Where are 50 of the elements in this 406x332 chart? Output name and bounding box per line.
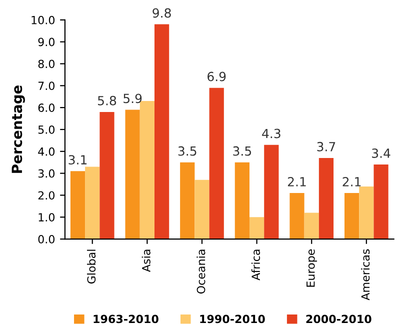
x-tick-label: Oceania xyxy=(196,250,206,294)
y-tick-label: 2.0 xyxy=(38,191,54,200)
data-label: 3.5 xyxy=(233,146,252,156)
x-tick-label: Africa xyxy=(251,250,260,280)
bar xyxy=(180,162,195,240)
x-tick-label: Global xyxy=(86,250,96,284)
y-tick-label: 0.0 xyxy=(38,235,54,244)
bar xyxy=(264,144,279,240)
y-tick-label: 8.0 xyxy=(38,60,54,68)
data-label: 3.5 xyxy=(178,146,196,156)
bar xyxy=(374,164,388,240)
data-label: 2.1 xyxy=(288,176,306,186)
data-label: 5.9 xyxy=(124,94,142,104)
x-tick-label: Europe xyxy=(306,249,317,287)
legend-label: 2000-2010 xyxy=(306,314,372,324)
legend-label: 1990-2010 xyxy=(200,314,265,324)
bar xyxy=(359,186,374,240)
y-tick-label: 9.0 xyxy=(38,38,54,46)
data-label: 3.4 xyxy=(372,148,390,158)
legend-label: 1963-2010 xyxy=(94,314,158,324)
y-tick-label: 5.0 xyxy=(38,125,54,134)
data-label: 6.9 xyxy=(208,72,226,82)
x-tick-label: Asia xyxy=(142,250,150,272)
bar xyxy=(100,112,114,240)
data-label: 2.1 xyxy=(342,176,361,186)
y-axis-title: Percentage xyxy=(12,85,25,173)
data-label: 3.7 xyxy=(317,142,336,152)
bar xyxy=(125,110,140,240)
data-label: 4.3 xyxy=(262,128,280,138)
bar xyxy=(318,158,334,240)
bar xyxy=(209,88,224,240)
bar xyxy=(234,162,250,240)
y-tick-label: 1.0 xyxy=(38,213,54,222)
bar xyxy=(290,193,304,240)
y-tick-label: 7.0 xyxy=(38,82,54,90)
bar xyxy=(304,212,319,240)
data-label: 9.8 xyxy=(152,8,171,18)
data-label: 3.1 xyxy=(68,155,87,165)
x-tick-label: Americas xyxy=(361,249,370,300)
bar xyxy=(85,166,100,240)
bar xyxy=(194,180,210,240)
bar xyxy=(154,24,170,240)
bar xyxy=(70,171,86,240)
y-tick-label: 4.0 xyxy=(38,147,54,156)
y-tick-label: 3.0 xyxy=(38,169,54,178)
bar xyxy=(249,217,264,240)
y-tick-label: 6.0 xyxy=(38,104,54,112)
data-label: 5.8 xyxy=(98,96,116,106)
bar xyxy=(344,193,360,240)
y-tick-label: 10.0 xyxy=(32,16,54,24)
